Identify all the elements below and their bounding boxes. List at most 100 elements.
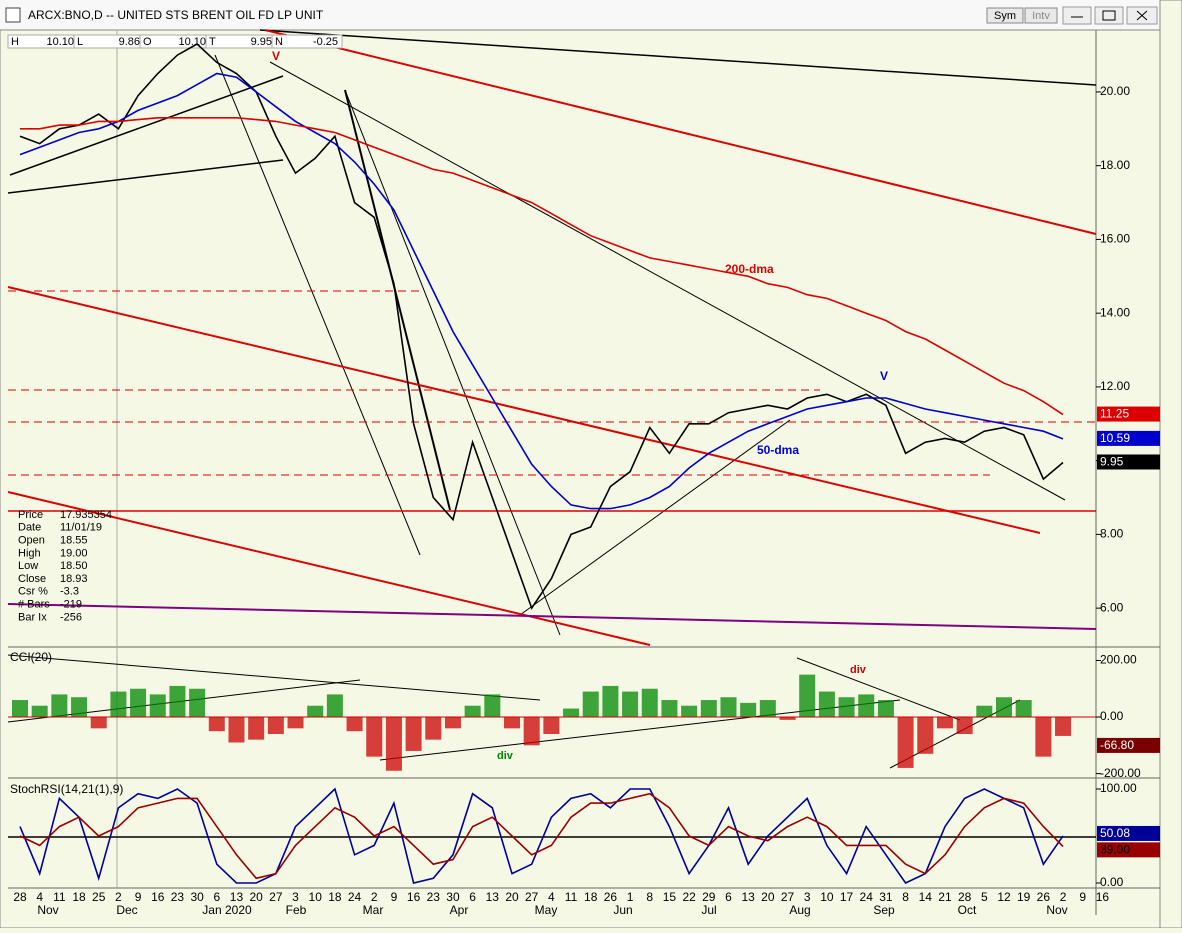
y-tick-label: 8.00: [1100, 527, 1124, 541]
x-tick-label: 15: [663, 890, 677, 904]
month-label: Oct: [958, 903, 977, 917]
x-tick-label: 9: [391, 890, 398, 904]
panel-title: CCI(20): [10, 650, 52, 664]
header-key: H: [11, 36, 19, 48]
x-tick-label: 6: [469, 890, 476, 904]
x-tick-label: 27: [781, 890, 795, 904]
trend-line: [7, 491, 651, 646]
cci-bar: [90, 717, 107, 729]
x-tick-label: 5: [981, 890, 988, 904]
info-value: 17.935354: [60, 509, 112, 521]
last-value-box: [1097, 737, 1160, 753]
cci-bar: [1015, 700, 1032, 718]
x-tick-label: 28: [958, 890, 972, 904]
cci-bar: [504, 717, 520, 729]
y-tick-label: 20.00: [1100, 84, 1130, 98]
cci-bar: [996, 697, 1012, 718]
cci-bar: [1035, 717, 1052, 757]
cci-bar: [543, 717, 560, 734]
x-tick-label: 16: [407, 890, 421, 904]
x-tick-label: 24: [348, 890, 362, 904]
last-value-box: [1097, 454, 1160, 470]
month-label: Dec: [116, 903, 137, 917]
cci-bar: [877, 700, 894, 718]
annotation: V: [880, 369, 888, 383]
cci-bar: [169, 685, 186, 718]
trend-line: [344, 89, 451, 511]
cci-bar: [956, 717, 973, 734]
x-tick-label: 8: [902, 890, 909, 904]
cci-bar: [248, 717, 265, 740]
close-icon: [1136, 10, 1148, 21]
header-key: N: [275, 36, 283, 48]
y-tick-label: 16.00: [1100, 232, 1130, 246]
info-label: High: [18, 547, 41, 559]
sym-label: Sym: [994, 10, 1016, 22]
cci-bar: [759, 700, 776, 718]
x-tick-label: 30: [190, 890, 204, 904]
trend-line: [264, 29, 1097, 235]
cci-trend-line: [796, 657, 961, 721]
y-tick-label: 18.00: [1100, 158, 1130, 172]
month-label: May: [535, 903, 558, 917]
last-value: 9.95: [1100, 455, 1124, 469]
header-value: 9.95: [251, 36, 272, 48]
header-value: 9.86: [119, 36, 140, 48]
x-tick-label: 9: [1079, 890, 1086, 904]
x-tick-label: 29: [702, 890, 716, 904]
trend-line: [7, 159, 284, 194]
month-label: Aug: [789, 903, 810, 917]
last-value-box: [1097, 825, 1160, 841]
last-value: -66.80: [1100, 738, 1134, 752]
last-value: 11.25: [1100, 407, 1129, 421]
series-line: [19, 787, 1064, 885]
x-tick-label: 13: [486, 890, 500, 904]
cci-bar: [484, 694, 501, 718]
last-value-box: [1097, 430, 1160, 446]
second-window: [1159, 0, 1182, 929]
minimize-button[interactable]: [1062, 6, 1092, 25]
y-tick-label: 6.00: [1100, 600, 1124, 614]
x-tick-label: 14: [919, 890, 933, 904]
header-key: T: [209, 36, 216, 48]
cci-bar: [464, 705, 481, 718]
trend-line: [7, 286, 1041, 534]
x-tick-label: 16: [151, 890, 165, 904]
y-tick-label: 12.00: [1100, 379, 1130, 393]
annotation: div: [497, 750, 514, 762]
x-tick-label: 4: [36, 890, 43, 904]
info-value: 19.00: [60, 547, 88, 559]
last-value: 50.08: [1100, 826, 1130, 840]
x-tick-label: 21: [938, 890, 952, 904]
app-icon: [5, 7, 21, 23]
cci-bar: [897, 717, 914, 768]
header-field: [271, 34, 343, 49]
x-tick-label: 18: [72, 890, 86, 904]
cci-bar: [267, 717, 284, 734]
cci-bar: [582, 691, 599, 718]
intv-button[interactable]: [1024, 7, 1058, 24]
cci-bar: [425, 717, 442, 740]
month-label: Nov: [1046, 903, 1067, 917]
x-tick-label: 19: [1017, 890, 1031, 904]
x-tick-label: 22: [682, 890, 696, 904]
x-tick-label: 12: [997, 890, 1011, 904]
x-tick-label: 30: [446, 890, 460, 904]
maximize-button[interactable]: [1094, 6, 1124, 25]
sym-button[interactable]: [986, 7, 1024, 24]
info-value: 11/01/19: [60, 522, 102, 534]
x-tick-label: 20: [249, 890, 263, 904]
month-label: Feb: [286, 903, 307, 917]
x-tick-label: 11: [53, 890, 66, 904]
x-tick-label: 6: [213, 890, 220, 904]
ma200-label: 200-dma: [725, 262, 774, 276]
x-tick-label: 2: [371, 890, 378, 904]
info-value: -3.3: [60, 586, 79, 598]
cci-bar: [444, 717, 461, 729]
cci-bar: [346, 717, 363, 732]
trend-line: [259, 29, 1097, 86]
trend-line: [269, 61, 1066, 501]
month-label: Apr: [450, 903, 469, 917]
